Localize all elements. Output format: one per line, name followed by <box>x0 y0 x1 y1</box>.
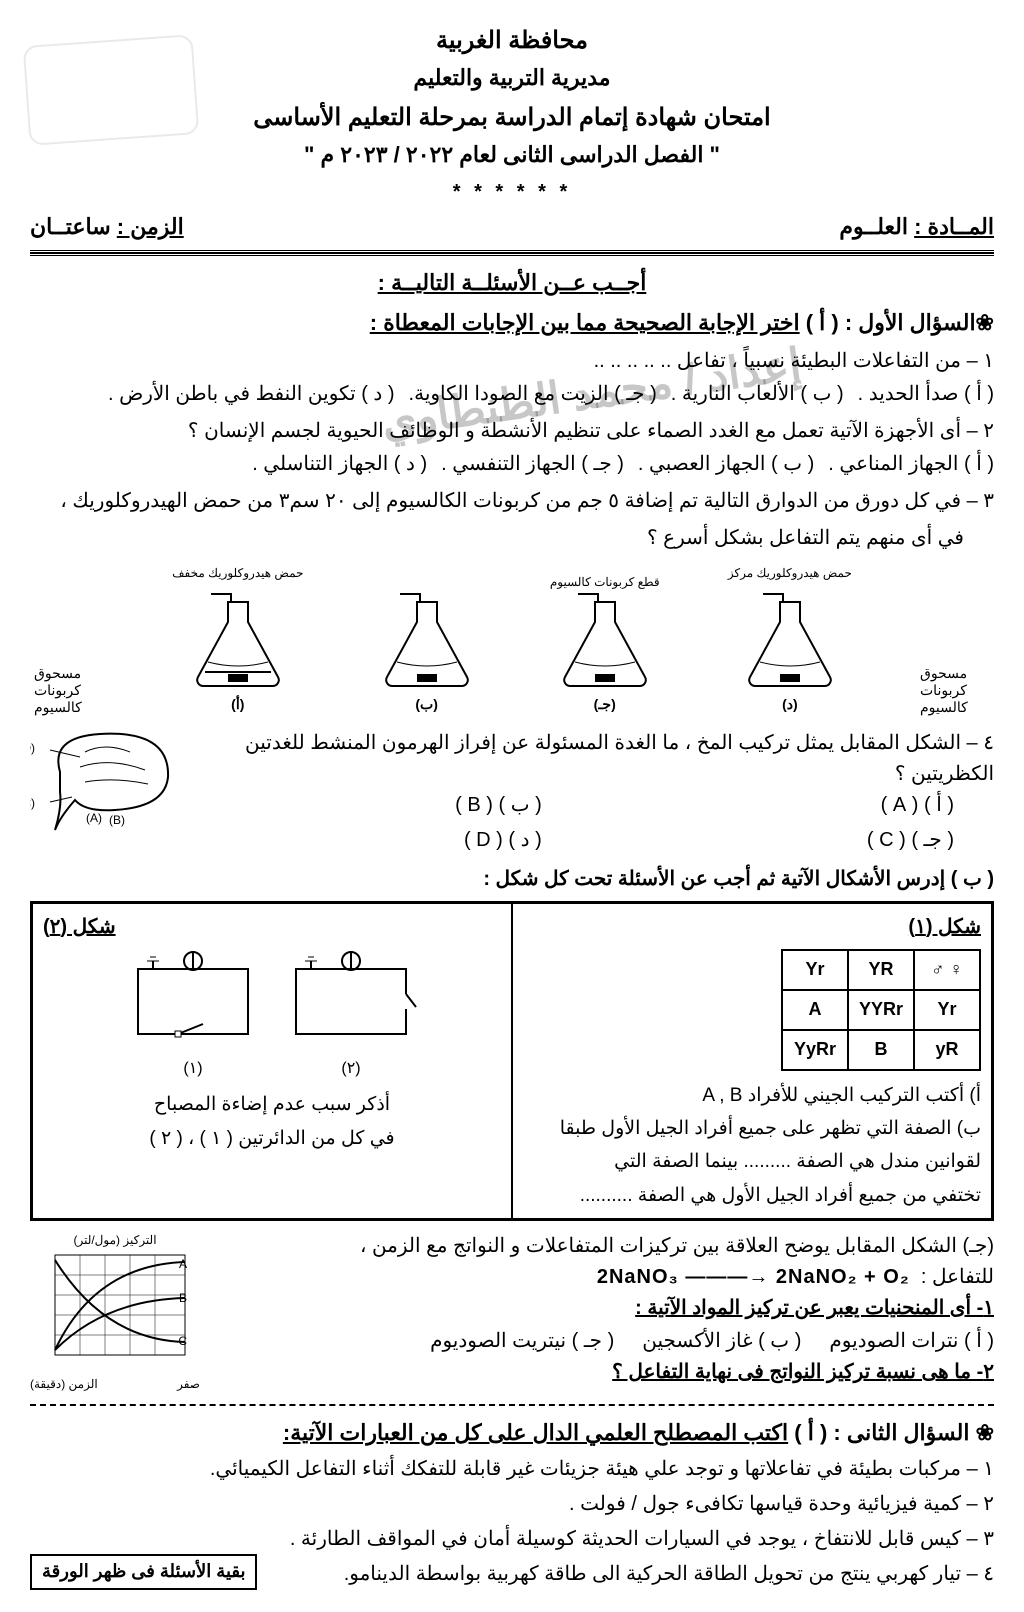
term-year: " الفصل الدراسى الثانى لعام ٢٠٢٢ / ٢٠٢٣ … <box>30 138 994 172</box>
svg-text:(C): (C) <box>30 796 35 810</box>
svg-text:(D): (D) <box>30 741 35 755</box>
q2-item: ٣ – كيس قابل للانتفاخ ، يوجد في السيارات… <box>30 1524 994 1555</box>
q2-item: ١ – مركبات بطيئة في تفاعلاتها و توجد علي… <box>30 1454 994 1485</box>
flask-d: حمض هيدروكلوريك مركز (د) <box>728 564 852 716</box>
flask-side-left: مسحوق كربونات كالسيوم <box>920 665 990 715</box>
shape1-qb3: تختفي من جميع أفراد الجيل الأول هي الصفة… <box>523 1181 981 1210</box>
flask-side-right: مسحوق كربونات كالسيوم <box>34 665 104 715</box>
brain-icon: (A) (B) (C) (D) <box>30 722 180 832</box>
brain-figure: (A) (B) (C) (D) <box>30 722 180 842</box>
q1-2-options: ( أ ) الجهاز المناعي . ( ب ) الجهاز العص… <box>30 449 994 480</box>
section-divider <box>30 1404 994 1406</box>
q1-3a: ٣ – في كل دورق من الدوارق التالية تم إضا… <box>30 486 994 517</box>
flask-b: (ب) <box>372 564 482 716</box>
q1-4-row: ٤ – الشكل المقابل يمثل تركيب المخ ، ما ا… <box>30 722 994 856</box>
page-turn-note: بقية الأسئلة فى ظهر الورقة <box>30 1554 257 1590</box>
q1-4: ٤ – الشكل المقابل يمثل تركيب المخ ، ما ا… <box>190 728 994 790</box>
flask-icon <box>550 592 660 692</box>
flask-row: مسحوق كربونات كالسيوم حمض هيدروكلوريك مخ… <box>34 564 990 716</box>
sec-c-q2: ٢- ما هى نسبة تركيز النواتج فى نهاية الت… <box>214 1357 994 1388</box>
graph-icon: A B C <box>35 1250 195 1370</box>
sec-c-q1-options: ( أ ) نترات الصوديوم ( ب ) غاز الأكسجين … <box>214 1326 994 1357</box>
flask-icon <box>183 592 293 692</box>
flask-a: حمض هيدروكلوريك مخفف (أ) <box>172 564 303 716</box>
sec-c-lead: (جـ) الشكل المقابل يوضح العلاقة بين تركي… <box>214 1231 994 1262</box>
q2-heading: ❀ السؤال الثانى : ( أ ) اكتب المصطلح الع… <box>30 1416 994 1450</box>
separator-stars: * * * * * * <box>30 177 994 208</box>
q2-item: ٢ – كمية فيزيائية وحدة قياسها تكافىء جول… <box>30 1489 994 1520</box>
circuit-1: (١) <box>123 949 263 1083</box>
circuit-icon <box>281 949 421 1049</box>
flask-icon <box>735 592 845 692</box>
subject: المــادة : العلــوم <box>839 210 994 244</box>
q1-4-options: ( أ ) ( A ) ( ب ) ( B ) ( جـ ) ( C ) ( د… <box>190 790 954 856</box>
circuit-icon <box>123 949 263 1049</box>
shapes-box: شكل (١) ♀ ♂YRYr YrYYRrA yRBYyRr أ) أكتب … <box>30 901 994 1222</box>
q1-3b: في أى منهم يتم التفاعل بشكل أسرع ؟ <box>30 523 964 554</box>
school-stamp <box>23 34 200 146</box>
concentration-graph: التركيز (مول/لتر) A B C صفرالزمن (دقيقة) <box>30 1231 200 1394</box>
shape1-qb1: ب) الصفة التي تظهر على جميع أفراد الجيل … <box>523 1114 981 1143</box>
shape-2-col: شكل (٢) (١) <box>33 904 513 1219</box>
q1-1-options: ( أ ) صدأ الحديد . ( ب ) الألعاب النارية… <box>30 379 994 410</box>
q1-part-b: ( ب ) إدرس الأشكال الآتية ثم أجب عن الأس… <box>30 864 994 895</box>
circuits: (١) (٢) <box>43 949 501 1083</box>
circuit-2: (٢) <box>281 949 421 1083</box>
svg-text:A: A <box>179 1257 187 1271</box>
meta-row: المــادة : العلــوم الزمن : ساعتــان <box>30 210 994 244</box>
shape-1-col: شكل (١) ♀ ♂YRYr YrYYRrA yRBYyRr أ) أكتب … <box>513 904 991 1219</box>
shape1-qa: أ) أكتب التركيب الجيني للأفراد A , B <box>523 1081 981 1110</box>
shape1-qb2: لقوانين مندل هي الصفة ......... بينما ال… <box>523 1147 981 1176</box>
svg-text:B: B <box>179 1291 187 1305</box>
section-c: (جـ) الشكل المقابل يوضح العلاقة بين تركي… <box>30 1231 994 1394</box>
q1-1: ١ – من التفاعلات البطيئة نسبياً ، تفاعل … <box>30 346 994 377</box>
svg-text:(B): (B) <box>109 813 125 827</box>
flask-c: قطع كربونات كالسيوم (جـ) <box>550 573 660 715</box>
svg-text:(A): (A) <box>86 811 102 825</box>
svg-text:C: C <box>178 1334 187 1348</box>
double-rule <box>30 250 994 256</box>
instructions: أجــب عــن الأسئلــة التاليــة : <box>30 266 994 300</box>
duration: الزمن : ساعتــان <box>30 210 184 244</box>
punnett-square: ♀ ♂YRYr YrYYRrA yRBYyRr <box>523 949 981 1071</box>
q1-2: ٢ – أى الأجهزة الآتية تعمل مع الغدد الصم… <box>30 416 994 447</box>
q1-heading: ❀السؤال الأول : ( أ ) اختر الإجابة الصحي… <box>30 306 994 340</box>
flask-icon <box>372 592 482 692</box>
shape2-qa: أذكر سبب عدم إضاءة المصباح <box>43 1090 501 1119</box>
sec-c-q1: ١- أى المنحنيات يعبر عن تركيز المواد الآ… <box>214 1293 994 1324</box>
sec-c-reaction: للتفاعل : 2NaNO₃ ———→ 2NaNO₂ + O₂ <box>214 1262 994 1293</box>
shape2-qb: في كل من الدائرتين ( ١ ) ، ( ٢ ) <box>43 1124 501 1153</box>
